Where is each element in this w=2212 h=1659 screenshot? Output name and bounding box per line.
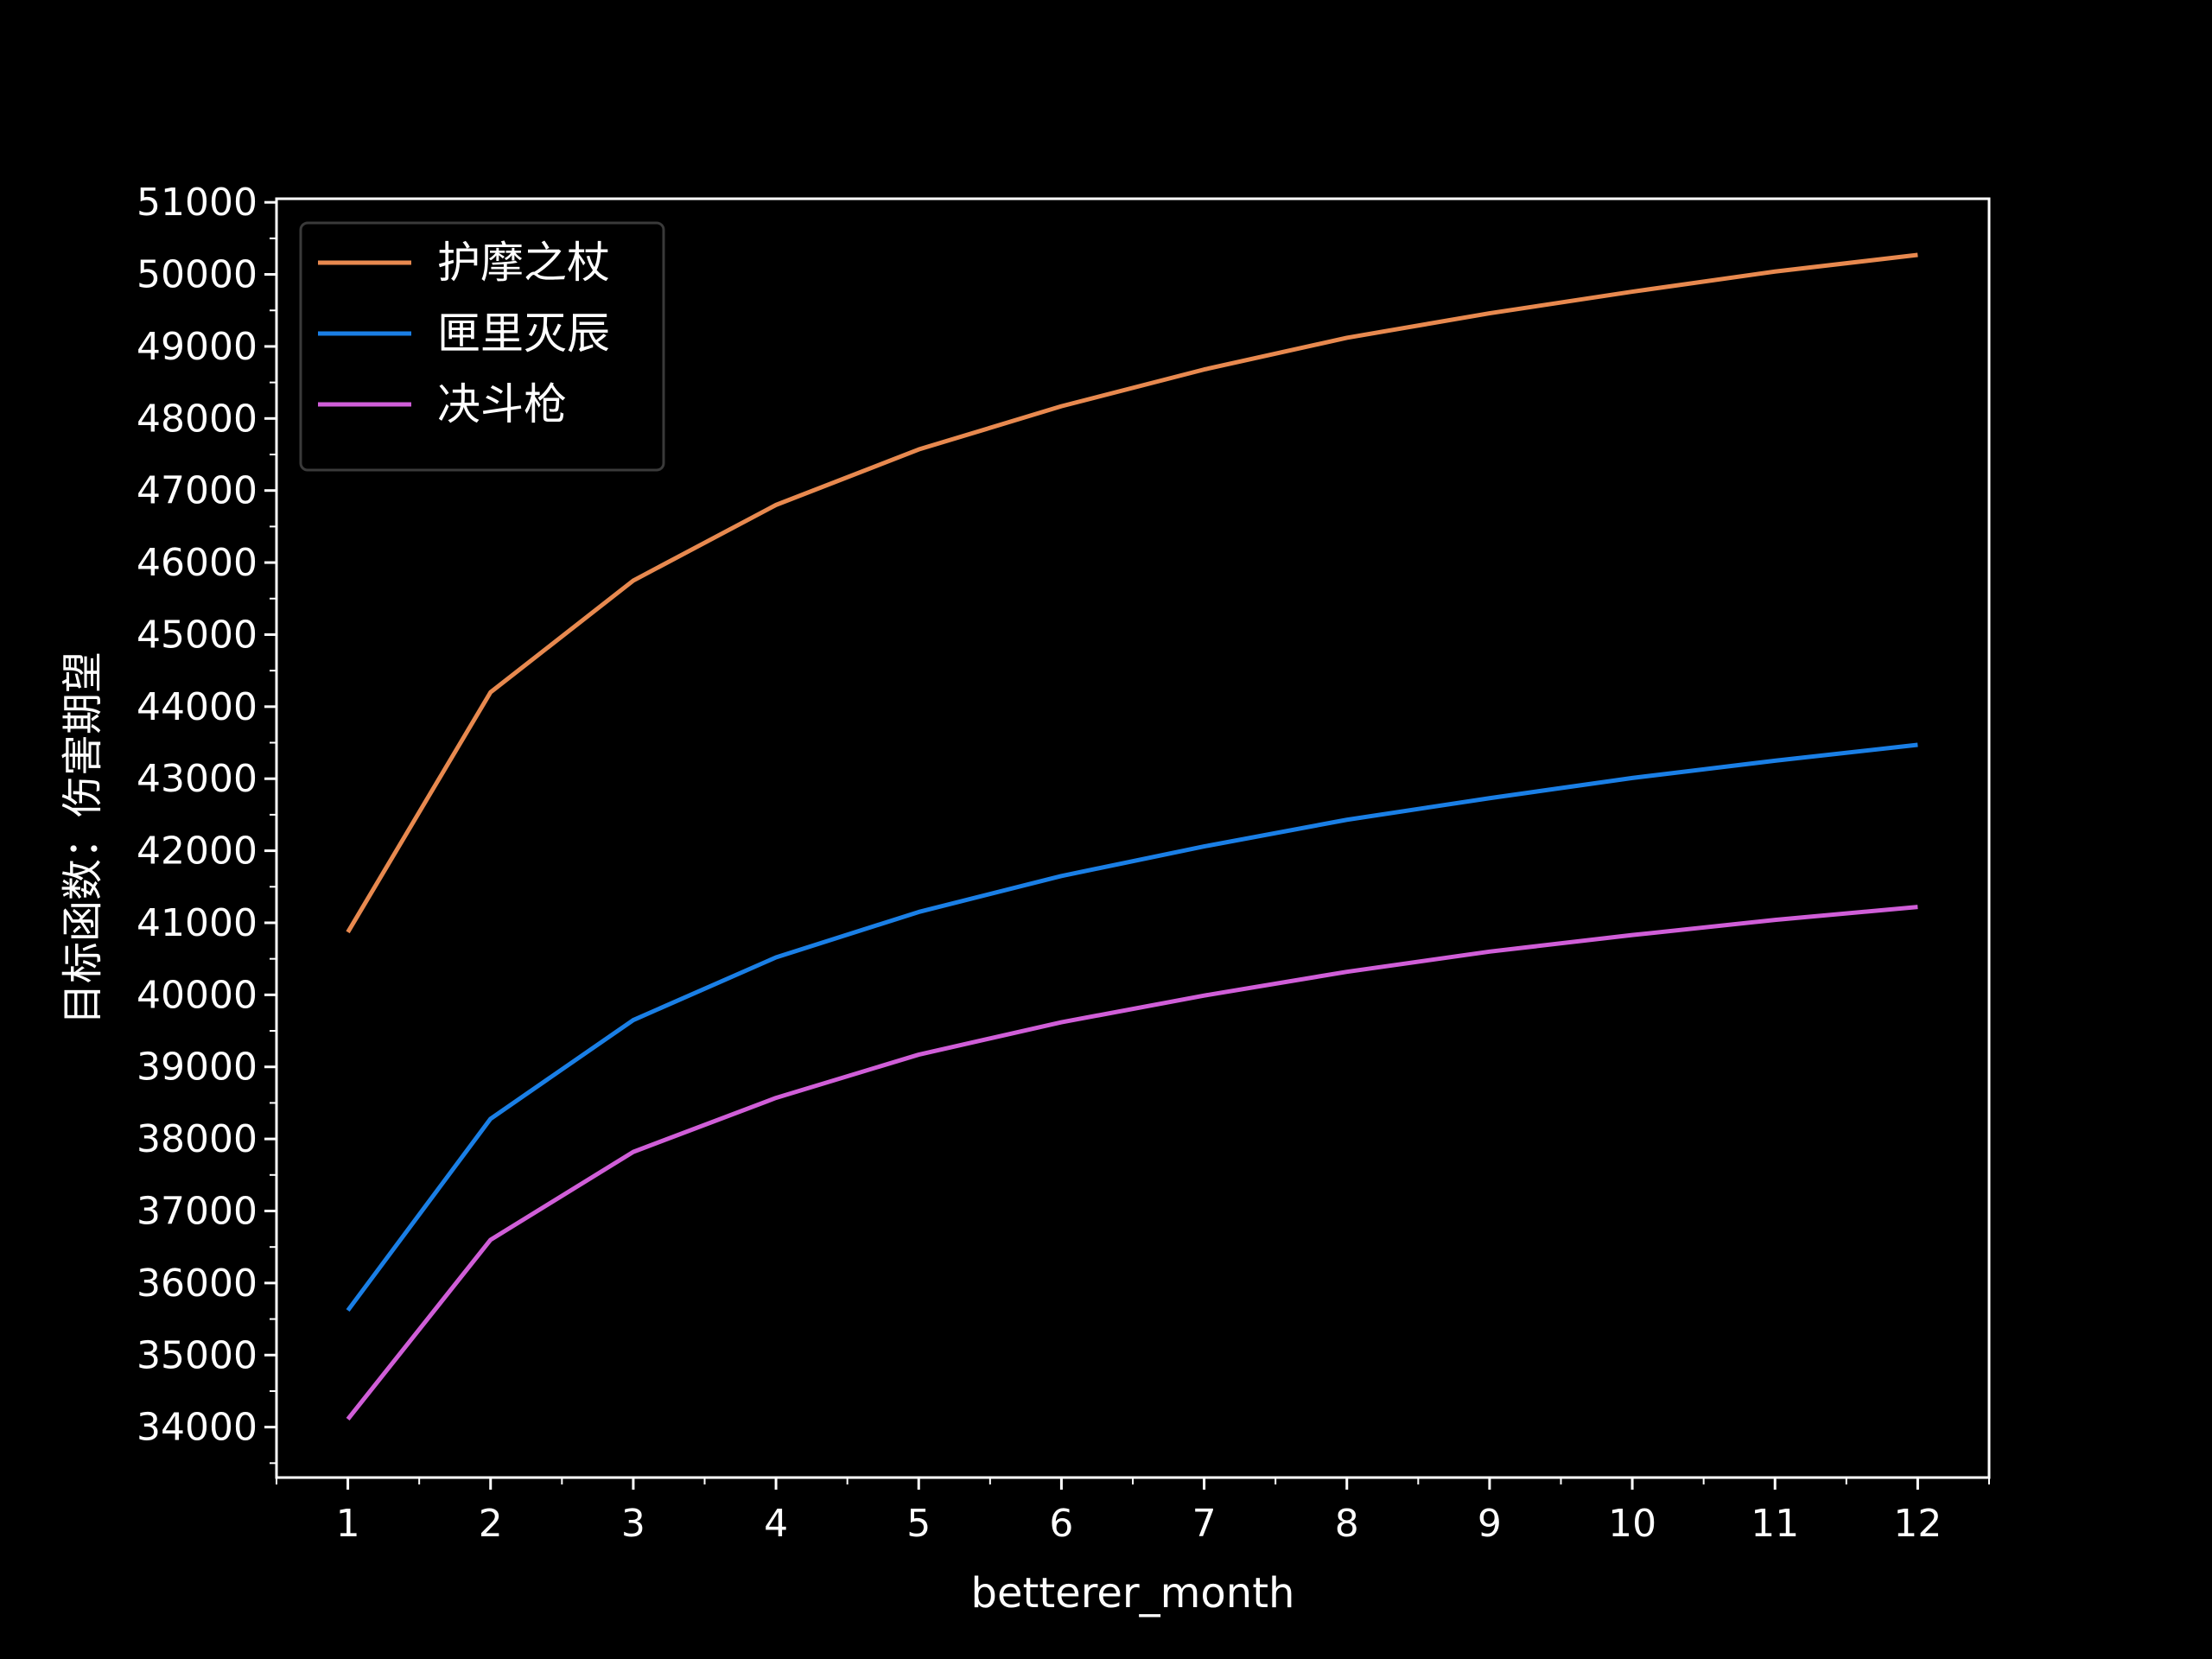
- x-tick-label: 10: [1608, 1502, 1656, 1546]
- y-tick-label: 41000: [137, 901, 257, 945]
- x-tick-label: 9: [1478, 1502, 1502, 1546]
- y-tick-label: 34000: [137, 1406, 257, 1450]
- series-line: [346, 252, 1918, 934]
- y-tick-label: 50000: [137, 253, 257, 297]
- y-tick-label: 49000: [137, 325, 257, 369]
- y-tick-label: 39000: [137, 1046, 257, 1090]
- x-tick-label: 4: [764, 1502, 788, 1546]
- legend-label: 匣里灭辰: [437, 308, 610, 359]
- plot-area-frame: [275, 197, 1991, 1479]
- x-tick-label: 12: [1893, 1502, 1942, 1546]
- y-tick-label: 40000: [137, 973, 257, 1017]
- legend-box: [299, 221, 665, 472]
- x-tick-label: 1: [336, 1502, 360, 1546]
- y-tick-label: 46000: [137, 541, 257, 585]
- series-line: [346, 905, 1918, 1421]
- x-tick-label: 11: [1751, 1502, 1799, 1546]
- y-tick-label: 36000: [137, 1262, 257, 1306]
- x-axis-ticks: 1 2 3 4 5 6 7 8 9 10 11 12: [276, 1478, 1990, 1546]
- y-tick-label: 51000: [137, 181, 257, 225]
- y-tick-label: 44000: [137, 685, 257, 729]
- y-tick-label: 48000: [137, 397, 257, 441]
- x-tick-label: 6: [1049, 1502, 1073, 1546]
- series-line: [346, 742, 1918, 1313]
- x-tick-label: 7: [1192, 1502, 1217, 1546]
- legend-label: 护摩之杖: [437, 238, 610, 288]
- y-tick-label: 37000: [137, 1189, 257, 1233]
- x-tick-label: 8: [1335, 1502, 1359, 1546]
- y-tick-label: 42000: [137, 830, 257, 874]
- x-axis-label: betterer_month: [971, 1569, 1295, 1618]
- y-tick-label: 35000: [137, 1333, 257, 1377]
- y-tick-label: 45000: [137, 613, 257, 657]
- legend-label: 决斗枪: [437, 379, 567, 429]
- y-axis-label: 目标函数：伤害期望: [59, 652, 107, 1025]
- y-tick-label: 43000: [137, 757, 257, 801]
- x-tick-label: 2: [479, 1502, 503, 1546]
- x-tick-label: 5: [906, 1502, 931, 1546]
- x-tick-label: 3: [621, 1502, 645, 1546]
- y-axis-ticks: 34000 35000 36000 37000 38000 39000 40000 41000…: [137, 181, 276, 1465]
- y-tick-label: 38000: [137, 1117, 257, 1161]
- y-tick-label: 47000: [137, 469, 257, 513]
- series-lines: [346, 252, 1918, 1421]
